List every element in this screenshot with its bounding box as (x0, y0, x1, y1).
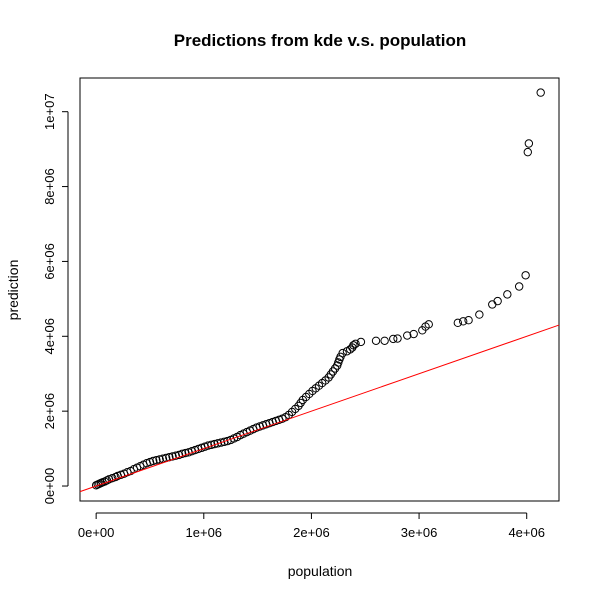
data-point (475, 310, 484, 319)
data-point (216, 438, 226, 447)
x-tick-label: 1e+06 (186, 525, 223, 540)
data-point (338, 348, 347, 358)
data-point (503, 290, 512, 299)
x-axis-label: population (288, 563, 353, 579)
plot-frame (79, 77, 560, 502)
data-point (371, 336, 381, 345)
data-point (389, 334, 398, 344)
data-point (464, 315, 473, 325)
data-point (521, 271, 530, 280)
data-point (523, 147, 532, 157)
data-point (409, 329, 418, 339)
y-tick-label: 1e+07 (42, 93, 57, 130)
y-tick-label: 4e+06 (42, 318, 57, 355)
data-point (349, 341, 358, 350)
data-point (488, 300, 497, 309)
data-point (102, 476, 112, 485)
data-point (111, 472, 120, 482)
data-point (514, 282, 524, 291)
data-points (91, 88, 545, 490)
x-tick-label: 2e+06 (293, 525, 330, 540)
data-point (171, 451, 181, 460)
data-point (148, 456, 158, 466)
data-point (181, 448, 190, 458)
data-point (524, 139, 534, 148)
x-axis: 0e+00 1e+06 2e+06 3e+06 4e+06 (78, 512, 545, 540)
data-point (210, 439, 219, 449)
data-point (453, 318, 463, 328)
data-point (351, 339, 360, 348)
y-tick-label: 2e+06 (42, 393, 57, 430)
data-point (220, 437, 229, 447)
y-tick-label: 6e+06 (42, 243, 57, 280)
data-point (155, 455, 164, 464)
data-point (356, 337, 366, 347)
data-point (459, 317, 468, 326)
x-tick-label: 3e+06 (401, 525, 438, 540)
reference-line-group (79, 324, 560, 493)
data-point (168, 452, 177, 461)
reference-line (79, 324, 560, 493)
y-axis: 0e+00 2e+06 4e+06 6e+06 8e+06 1e+07 (42, 93, 69, 505)
data-point (403, 331, 412, 340)
x-tick-label: 0e+00 (78, 525, 115, 540)
chart-title: Predictions from kde v.s. population (174, 31, 467, 50)
data-point (493, 296, 502, 306)
y-tick-label: 8e+06 (42, 168, 57, 205)
data-point (424, 320, 433, 329)
data-point (152, 455, 161, 465)
x-tick-label: 4e+06 (508, 525, 545, 540)
data-point (178, 449, 187, 459)
data-point (536, 88, 545, 97)
y-axis-label: prediction (5, 260, 21, 321)
data-point (380, 336, 389, 345)
data-point (213, 439, 222, 448)
data-point (393, 334, 402, 343)
y-tick-label: 0e+00 (42, 468, 57, 505)
